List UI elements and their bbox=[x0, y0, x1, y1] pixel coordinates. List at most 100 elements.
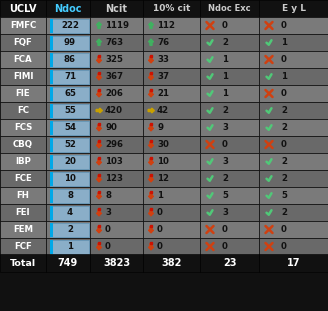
Text: 0: 0 bbox=[157, 225, 163, 234]
Text: 1: 1 bbox=[222, 89, 228, 98]
Text: FCE: FCE bbox=[14, 174, 32, 183]
Bar bbox=[200, 204, 259, 221]
Bar bbox=[50, 86, 53, 100]
Polygon shape bbox=[149, 159, 154, 165]
Bar bbox=[200, 119, 259, 136]
Bar bbox=[50, 222, 89, 236]
Bar bbox=[90, 119, 143, 136]
Text: 1: 1 bbox=[281, 72, 287, 81]
Bar bbox=[50, 120, 89, 134]
Bar bbox=[143, 254, 200, 272]
Text: 325: 325 bbox=[105, 55, 123, 64]
Text: 0: 0 bbox=[105, 225, 111, 234]
Text: 296: 296 bbox=[105, 140, 123, 149]
Bar bbox=[46, 102, 90, 119]
Text: 20: 20 bbox=[64, 157, 76, 166]
Text: 10: 10 bbox=[157, 157, 169, 166]
Bar bbox=[50, 35, 89, 49]
Text: FEI: FEI bbox=[16, 208, 30, 217]
Polygon shape bbox=[149, 176, 154, 182]
Text: 5: 5 bbox=[222, 191, 228, 200]
Bar bbox=[46, 221, 90, 238]
Bar bbox=[90, 51, 143, 68]
Bar bbox=[46, 17, 90, 34]
Text: 0: 0 bbox=[222, 242, 228, 251]
Text: 2: 2 bbox=[281, 123, 287, 132]
Bar bbox=[46, 119, 90, 136]
Text: 0: 0 bbox=[222, 225, 228, 234]
Bar bbox=[0, 136, 46, 153]
Polygon shape bbox=[150, 157, 152, 159]
Bar bbox=[50, 155, 89, 169]
Bar bbox=[90, 221, 143, 238]
Bar bbox=[46, 0, 90, 17]
Bar bbox=[200, 102, 259, 119]
Polygon shape bbox=[96, 39, 101, 45]
Bar bbox=[0, 85, 46, 102]
Bar bbox=[50, 206, 89, 220]
Text: FIMI: FIMI bbox=[13, 72, 33, 81]
Bar bbox=[200, 68, 259, 85]
Bar bbox=[46, 85, 90, 102]
Text: FIE: FIE bbox=[16, 89, 30, 98]
Text: 0: 0 bbox=[105, 242, 111, 251]
Bar bbox=[143, 221, 200, 238]
Text: 54: 54 bbox=[64, 123, 76, 132]
Polygon shape bbox=[98, 157, 100, 159]
Text: 0: 0 bbox=[281, 21, 287, 30]
Bar bbox=[0, 51, 46, 68]
Bar bbox=[259, 254, 328, 272]
Text: 52: 52 bbox=[64, 140, 76, 149]
Text: 12: 12 bbox=[157, 174, 169, 183]
Bar bbox=[259, 0, 328, 17]
Text: FQF: FQF bbox=[14, 38, 32, 47]
Text: 1119: 1119 bbox=[105, 21, 129, 30]
Bar bbox=[143, 102, 200, 119]
Text: 0: 0 bbox=[281, 242, 287, 251]
Bar bbox=[50, 69, 53, 83]
Bar bbox=[259, 17, 328, 34]
Bar bbox=[143, 204, 200, 221]
Text: 5: 5 bbox=[281, 191, 287, 200]
Bar bbox=[259, 221, 328, 238]
Text: Ndoc: Ndoc bbox=[54, 3, 82, 13]
Text: 65: 65 bbox=[64, 89, 76, 98]
Text: 3: 3 bbox=[222, 157, 228, 166]
Bar bbox=[259, 238, 328, 255]
Polygon shape bbox=[149, 22, 154, 28]
Text: 76: 76 bbox=[157, 38, 169, 47]
Bar bbox=[46, 136, 90, 153]
Text: 123: 123 bbox=[105, 174, 123, 183]
Text: FH: FH bbox=[16, 191, 30, 200]
Text: FCA: FCA bbox=[14, 55, 32, 64]
Bar bbox=[143, 153, 200, 170]
Text: 0: 0 bbox=[157, 208, 163, 217]
Text: 3: 3 bbox=[105, 208, 111, 217]
Polygon shape bbox=[96, 125, 101, 131]
Bar bbox=[200, 238, 259, 255]
Bar bbox=[50, 104, 53, 118]
Bar bbox=[143, 170, 200, 187]
Text: 33: 33 bbox=[157, 55, 169, 64]
Bar bbox=[50, 239, 53, 253]
Bar bbox=[0, 153, 46, 170]
Text: 1: 1 bbox=[222, 55, 228, 64]
Text: 1: 1 bbox=[281, 38, 287, 47]
Polygon shape bbox=[98, 89, 100, 91]
Polygon shape bbox=[149, 227, 154, 233]
Text: 21: 21 bbox=[157, 89, 169, 98]
Polygon shape bbox=[96, 176, 101, 182]
Text: 8: 8 bbox=[67, 191, 73, 200]
Bar bbox=[0, 102, 46, 119]
Text: IBP: IBP bbox=[15, 157, 31, 166]
Bar bbox=[143, 238, 200, 255]
Text: 1: 1 bbox=[67, 242, 73, 251]
Bar bbox=[143, 119, 200, 136]
Text: 30: 30 bbox=[157, 140, 169, 149]
Polygon shape bbox=[150, 72, 152, 74]
Bar bbox=[200, 136, 259, 153]
Text: FC: FC bbox=[17, 106, 29, 115]
Text: 1: 1 bbox=[222, 72, 228, 81]
Polygon shape bbox=[96, 227, 101, 233]
Bar bbox=[143, 85, 200, 102]
